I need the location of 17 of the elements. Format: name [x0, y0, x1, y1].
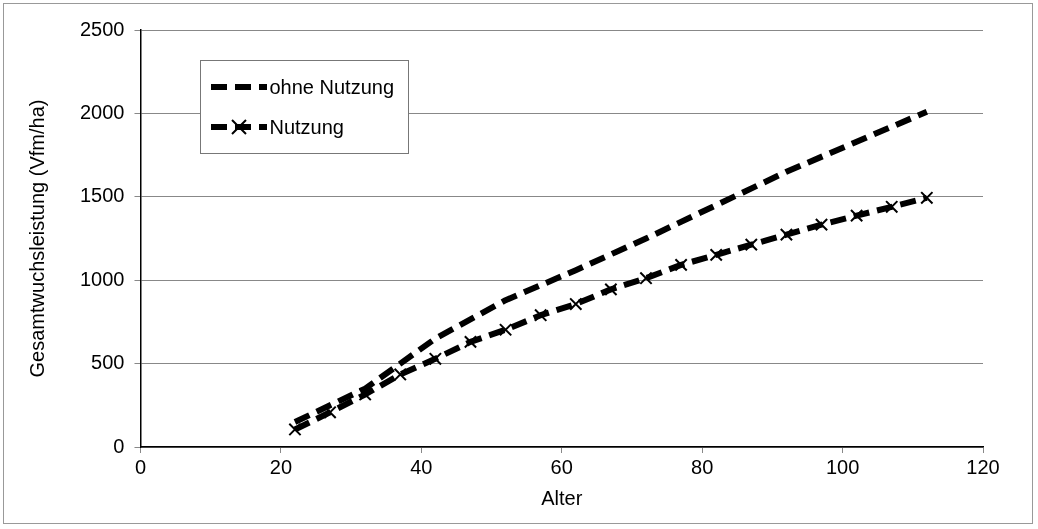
y-tick-label: 1000 [79, 267, 125, 290]
x-tick-label: 120 [966, 455, 1000, 478]
y-axis-title: Gesamtwuchsleistung (Vfm/ha) [25, 99, 48, 378]
y-tick-label: 2500 [79, 17, 125, 40]
y-tick-label: 500 [91, 351, 125, 374]
y-tick-label: 0 [113, 434, 125, 457]
x-tick-label: 40 [410, 455, 433, 478]
legend-label: ohne Nutzung [269, 75, 395, 99]
x-tick-label: 80 [691, 455, 714, 478]
x-tick-label: 20 [269, 455, 293, 478]
y-tick-label: 2000 [79, 100, 125, 123]
y-tick-label: 1500 [79, 184, 125, 207]
legend-label: Nutzung [269, 115, 344, 139]
x-tick-label: 100 [825, 455, 860, 478]
x-tick-label: 60 [550, 455, 573, 478]
x-tick-label: 0 [134, 455, 147, 478]
x-axis-title: Alter [541, 486, 583, 509]
